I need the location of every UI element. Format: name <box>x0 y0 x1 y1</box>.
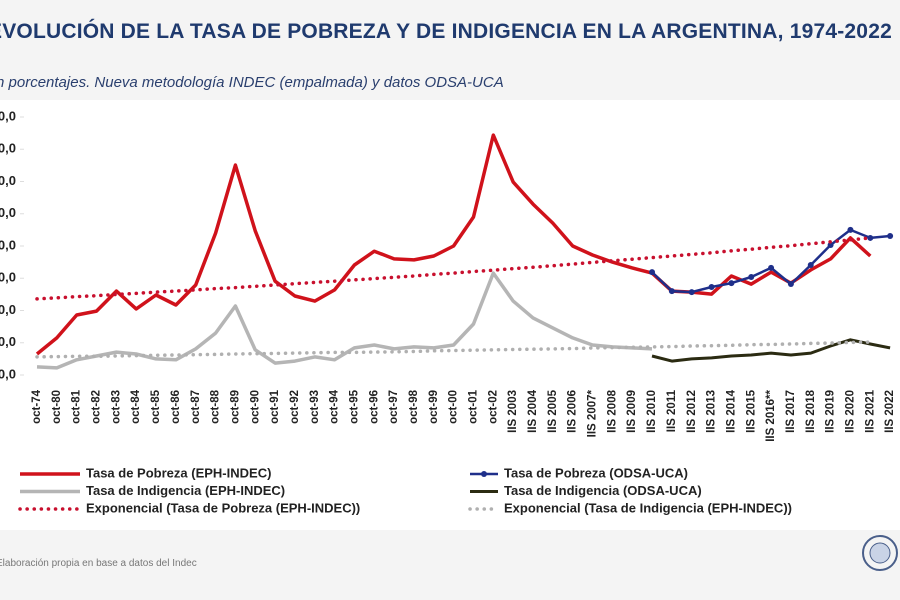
chart-title: EVOLUCIÓN DE LA TASA DE POBREZA Y DE IND… <box>0 20 892 43</box>
x-tick-label: IIS 2022 <box>884 390 896 433</box>
x-tick-label: IIS 2020 <box>844 390 856 433</box>
x-tick-label: IIS 2015 <box>745 389 757 432</box>
x-tick-label: oct-97 <box>388 390 400 424</box>
source-note: Elaboración propia en base a datos del I… <box>0 558 197 569</box>
x-tick-label: oct-85 <box>150 389 162 423</box>
x-tick-label: oct-80 <box>51 390 63 424</box>
legend-label: Tasa de Indigencia (EPH-INDEC) <box>86 483 285 498</box>
y-tick-label: 20,0 <box>0 302 16 317</box>
series-line <box>35 340 873 359</box>
y-tick-label: 70,0 <box>0 141 16 156</box>
x-tick-label: oct-93 <box>309 390 321 424</box>
x-tick-label: IIS 2014 <box>725 389 737 432</box>
x-tick-label: IIS 2007* <box>587 389 599 437</box>
x-tick-label: IIS 2010 <box>646 390 658 433</box>
y-tick-label: 80,0 <box>0 108 16 123</box>
x-tick-label: oct-95 <box>348 389 360 423</box>
x-tick-label: oct-02 <box>487 390 499 424</box>
x-tick-label: oct-74 <box>31 389 43 423</box>
point <box>807 262 814 269</box>
x-tick-label: oct-81 <box>71 389 83 423</box>
legend-label: Exponencial (Tasa de Pobreza (EPH-INDEC)… <box>86 500 360 515</box>
x-tick-label: oct-00 <box>448 390 460 424</box>
legend-marker <box>481 471 487 477</box>
x-tick-label: oct-99 <box>428 390 440 424</box>
x-tick-label: oct-98 <box>408 389 420 423</box>
series-line <box>651 338 891 363</box>
x-tick-label: oct-84 <box>130 389 142 423</box>
x-tick-label: IIS 2013 <box>706 390 718 433</box>
x-tick-label: IIS 2019 <box>825 390 837 433</box>
x-tick-label: IIS 2011 <box>666 389 678 432</box>
y-tick-label: 60,0 <box>0 173 16 188</box>
x-tick-label: oct-89 <box>229 390 241 424</box>
point <box>708 283 715 290</box>
chart-card <box>0 100 900 530</box>
point <box>768 264 775 271</box>
legend-label: Tasa de Pobreza (EPH-INDEC) <box>86 465 271 480</box>
y-tick-label: 40,0 <box>0 237 16 252</box>
y-tick-label: 10,0 <box>0 334 16 349</box>
series-line <box>36 271 653 370</box>
x-tick-label: oct-92 <box>289 390 301 424</box>
point <box>827 242 834 249</box>
x-tick-label: oct-82 <box>91 390 103 424</box>
series-line <box>35 236 873 301</box>
point <box>847 226 854 233</box>
point <box>688 289 695 296</box>
x-tick-label: IIS 2016** <box>765 389 777 441</box>
logo <box>862 535 898 571</box>
x-tick-label: IIS 2021 <box>864 389 876 432</box>
legend-label: Exponencial (Tasa de Indigencia (EPH-IND… <box>504 500 792 515</box>
x-tick-label: IIS 2003 <box>507 390 519 433</box>
x-tick-label: oct-96 <box>368 390 380 424</box>
logo-core <box>869 542 891 564</box>
x-tick-label: oct-01 <box>468 389 480 423</box>
x-tick-label: oct-83 <box>110 390 122 424</box>
point <box>728 280 735 287</box>
x-tick-label: IIS 2018 <box>805 389 817 432</box>
point <box>867 234 874 241</box>
point <box>787 281 794 288</box>
legend-label: Tasa de Indigencia (ODSA-UCA) <box>504 483 702 498</box>
x-tick-label: oct-88 <box>210 389 222 423</box>
point <box>649 269 656 276</box>
point <box>887 233 894 240</box>
x-tick-label: oct-87 <box>190 390 202 424</box>
y-tick-label: 30,0 <box>0 270 16 285</box>
point <box>668 288 675 295</box>
legend-label: Tasa de Pobreza (ODSA-UCA) <box>504 465 688 480</box>
x-tick-label: oct-86 <box>170 390 182 424</box>
y-tick-label: 50,0 <box>0 205 16 220</box>
x-tick-label: IIS 2004 <box>527 389 539 432</box>
x-tick-label: IIS 2006 <box>567 390 579 433</box>
x-tick-label: oct-91 <box>269 389 281 423</box>
x-tick-label: IIS 2012 <box>686 390 698 433</box>
x-tick-label: oct-90 <box>249 390 261 424</box>
x-tick-label: IIS 2017 <box>785 390 797 433</box>
x-tick-label: IIS 2008 <box>606 389 618 432</box>
x-tick-label: IIS 2009 <box>626 390 638 433</box>
y-tick-label: 0,0 <box>0 366 16 381</box>
series-line <box>35 133 872 356</box>
x-tick-label: IIS 2005 <box>547 389 559 432</box>
chart-subtitle: En porcentajes. Nueva metodología INDEC … <box>0 74 504 91</box>
logo-ring <box>862 535 898 571</box>
point <box>748 273 755 280</box>
x-tick-label: oct-94 <box>329 389 341 423</box>
